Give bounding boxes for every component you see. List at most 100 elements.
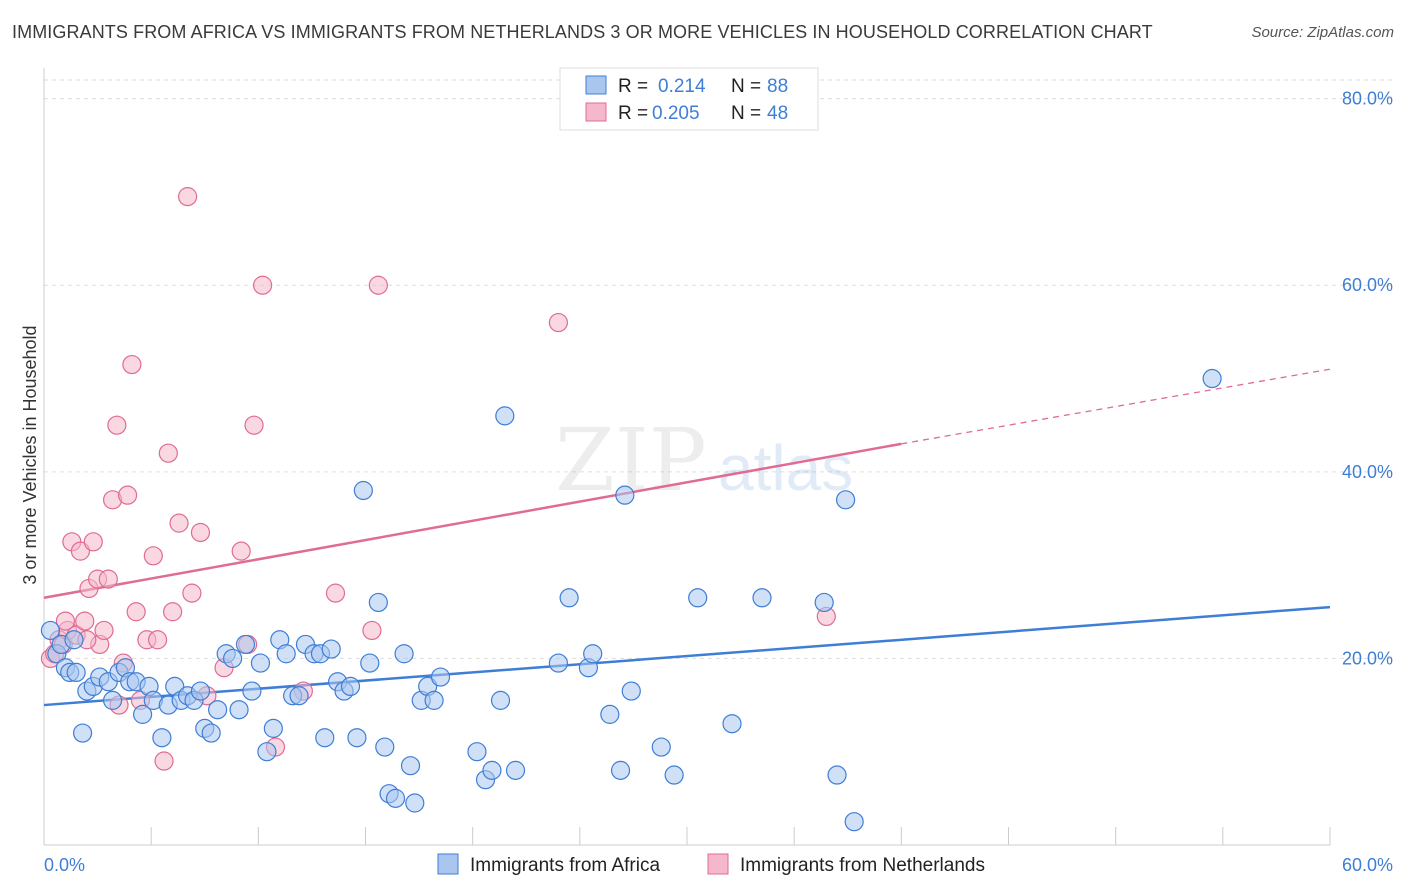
africa-point [482, 760, 502, 780]
legend-r-africa: 0.214 [658, 76, 706, 97]
netherlands-point [154, 751, 174, 771]
africa-point [347, 728, 367, 748]
africa-point [289, 686, 309, 706]
bottom-legend-swatch-netherlands [707, 853, 729, 875]
africa-point [559, 588, 579, 608]
netherlands-point [83, 532, 103, 552]
africa-point [385, 788, 406, 808]
netherlands-point [126, 602, 146, 622]
africa-point [615, 485, 635, 505]
africa-point [276, 644, 296, 664]
y-axis-label: 3 or more Vehicles in Household [20, 325, 40, 584]
africa-points [40, 368, 1222, 832]
netherlands-point [98, 569, 118, 589]
bottom-legend: Immigrants from Africa Immigrants from N… [437, 853, 985, 876]
africa-point [223, 648, 243, 669]
africa-point [353, 480, 373, 501]
y-tick-label: 40.0% [1342, 462, 1393, 482]
africa-point [583, 644, 603, 664]
netherlands-point [362, 620, 382, 641]
africa-point [102, 690, 123, 710]
africa-point [430, 667, 451, 687]
chart-source: Source: ZipAtlas.com [1251, 24, 1394, 41]
africa-point [752, 588, 772, 608]
africa-point [394, 644, 414, 664]
x-tick-max: 60.0% [1342, 855, 1393, 875]
netherlands-point [107, 415, 127, 435]
africa-point [360, 653, 380, 673]
netherlands-point [190, 522, 211, 543]
legend-n-label-netherlands: N = [731, 103, 761, 124]
africa-point [152, 728, 172, 748]
legend-r-label-netherlands: R = [618, 103, 648, 124]
netherlands-point [163, 602, 183, 622]
africa-point [600, 704, 620, 724]
netherlands-point [117, 485, 138, 505]
africa-point [250, 653, 271, 673]
africa-point [467, 742, 487, 762]
africa-point [40, 620, 61, 641]
netherlands-trend-line [43, 442, 902, 600]
chart-title: IMMIGRANTS FROM AFRICA VS IMMIGRANTS FRO… [12, 22, 1153, 42]
netherlands-point [178, 187, 198, 207]
legend-n-netherlands: 48 [767, 103, 788, 124]
africa-point [1202, 368, 1222, 389]
netherlands-point [70, 541, 91, 561]
africa-point [242, 681, 262, 701]
netherlands-point [368, 275, 388, 295]
africa-point [424, 690, 444, 710]
africa-point [651, 737, 671, 757]
africa-point [505, 760, 526, 780]
africa-point [208, 700, 228, 720]
africa-point [64, 630, 84, 650]
bottom-legend-africa: Immigrants from Africa [470, 855, 660, 876]
africa-point [66, 662, 86, 683]
y-tick-label: 80.0% [1342, 89, 1393, 109]
legend-swatch-netherlands [585, 102, 607, 122]
watermark-atlas: atlas [718, 432, 853, 504]
africa-point [814, 592, 834, 613]
legend-swatch-africa [585, 75, 607, 95]
africa-point [321, 639, 341, 659]
africa-point [132, 704, 153, 724]
legend-n-label-africa: N = [731, 76, 761, 97]
netherlands-point [75, 611, 95, 631]
africa-point [688, 588, 708, 608]
africa-point [836, 490, 856, 510]
africa-point [722, 714, 742, 734]
africa-point [368, 592, 388, 613]
africa-point [621, 681, 641, 701]
africa-point [844, 812, 864, 832]
netherlands-point [231, 541, 251, 561]
africa-point [235, 634, 256, 655]
africa-point [263, 718, 283, 738]
africa-point [257, 742, 277, 762]
netherlands-point [122, 354, 142, 375]
africa-point [664, 765, 684, 785]
africa-point [827, 765, 847, 785]
netherlands-point [253, 275, 273, 295]
netherlands-point [182, 583, 202, 603]
legend-r-netherlands: 0.205 [652, 103, 700, 124]
netherlands-point [143, 546, 163, 566]
africa-point [495, 406, 515, 426]
bottom-legend-netherlands: Immigrants from Netherlands [740, 855, 985, 876]
legend-r-label-africa: R = [618, 76, 648, 97]
y-tick-label: 60.0% [1342, 275, 1393, 295]
x-tick-min: 0.0% [44, 855, 85, 875]
africa-point [190, 681, 211, 701]
africa-point [201, 723, 221, 743]
africa-point [340, 676, 361, 697]
africa-point [229, 700, 249, 720]
netherlands-point [325, 583, 346, 603]
netherlands-point [548, 312, 569, 333]
gridlines [44, 79, 1393, 659]
netherlands-trend-extension [901, 368, 1331, 445]
netherlands-point [94, 620, 114, 641]
africa-point [405, 793, 425, 813]
legend-box: R = 0.214 N = 88 R = 0.205 N = 48 [559, 67, 819, 131]
netherlands-point [169, 513, 189, 533]
legend-n-africa: 88 [767, 76, 788, 97]
netherlands-point [244, 415, 264, 435]
